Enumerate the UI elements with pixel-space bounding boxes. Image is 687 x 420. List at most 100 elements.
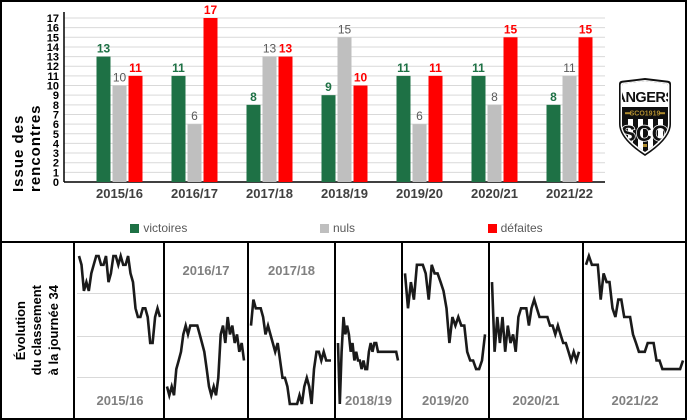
panel-gridline (249, 377, 334, 378)
bar-value-label: 13 (97, 42, 111, 56)
panel-season-label: 2020/21 (512, 393, 560, 408)
legend-item-défaites: défaites (487, 221, 543, 235)
sparkline-svg (165, 316, 246, 401)
y-tick-label: 11 (47, 71, 59, 83)
bar-value-label: 11 (172, 61, 185, 75)
bar-nuls (262, 56, 277, 182)
ranking-strip: Évolution du classement à la journée 34 … (2, 241, 685, 418)
bar-nuls (187, 124, 202, 182)
panel-gridline (584, 377, 685, 378)
bar-défaites (128, 75, 143, 182)
y-tick-label: 17 (47, 13, 59, 25)
logo-angers-text: ANGERS (617, 90, 673, 106)
ranking-line (336, 316, 400, 405)
bar-défaites (503, 37, 518, 183)
bar-value-label: 11 (429, 61, 442, 75)
y-tick-label: 9 (53, 90, 59, 102)
y-tick-label: 10 (47, 81, 59, 93)
bar-chart-legend: victoires nuls défaites (64, 221, 609, 235)
bar-value-label: 10 (354, 71, 368, 85)
panel-gridline (403, 293, 488, 294)
bar-victoires (471, 75, 486, 182)
legend-swatch (130, 223, 140, 233)
y-tick-label: 2 (53, 158, 59, 170)
bar-value-label: 11 (563, 61, 576, 75)
bar-victoires (396, 75, 411, 182)
logo-stripes (628, 119, 663, 152)
bar-victoires (246, 104, 261, 182)
sparkline-panel-2017-18: 2017/18 (249, 243, 336, 418)
bar-nuls (487, 104, 502, 182)
legend-label: nuls (332, 221, 355, 235)
legend-label: défaites (500, 221, 543, 235)
panel-gridline (77, 336, 163, 337)
y-tick-label: 12 (47, 61, 59, 73)
panel-season-label: 2019/20 (422, 393, 469, 408)
bar-victoires (96, 56, 111, 182)
bar-value-label: 9 (325, 80, 332, 94)
panel-gridline (336, 336, 401, 337)
bar-value-label: 6 (191, 109, 198, 123)
bar-value-label: 15 (338, 22, 352, 36)
legend-swatch (319, 223, 329, 233)
y-tick-label: 1 (53, 167, 59, 179)
season-tick-label: 2015/16 (96, 186, 143, 201)
ranking-line (490, 282, 581, 366)
panel-gridline (490, 293, 582, 294)
bar-value-label: 11 (397, 61, 410, 75)
shield-top-band (622, 81, 668, 107)
panel-gridline (249, 293, 334, 294)
sparkline-title-line3: à la journée 34 (45, 285, 61, 376)
logo-dash-left (625, 112, 631, 115)
y-tick-label: 4 (53, 138, 60, 150)
sparkline-svg (584, 251, 685, 371)
sparkline-panel-2021-22: 2021/22 (584, 243, 685, 418)
ranking-line (165, 316, 246, 401)
panel-season-label: 2021/22 (611, 393, 659, 408)
bar-défaites (578, 37, 593, 183)
y-tick-label: 3 (53, 148, 59, 160)
bar-nuls (337, 37, 352, 183)
y-tick-label: 0 (53, 177, 59, 189)
bar-value-label: 8 (550, 90, 557, 104)
season-tick-label: 2021/22 (546, 186, 593, 201)
panel-gridline (77, 377, 163, 378)
bar-défaites (203, 18, 218, 182)
bar-value-label: 13 (279, 42, 293, 56)
legend-item-nuls: nuls (319, 221, 355, 235)
y-tick-label: 8 (53, 100, 59, 112)
y-tick-label: 6 (53, 119, 59, 131)
bar-victoires (321, 95, 336, 182)
y-tick-label: 13 (47, 52, 59, 64)
panel-season-label: 2015/16 (96, 393, 144, 408)
panel-season-label: 2016/17 (182, 263, 230, 278)
bar-victoires (171, 75, 186, 182)
sparkline-title-line2: du classement (29, 285, 45, 376)
panel-gridline (403, 377, 488, 378)
panel-gridline (490, 377, 582, 378)
legend-swatch (487, 223, 497, 233)
sparkline-svg (403, 263, 487, 371)
bar-défaites (428, 75, 443, 182)
season-tick-label: 2016/17 (171, 186, 218, 201)
bar-value-label: 11 (472, 61, 485, 75)
bar-value-label: 10 (113, 71, 127, 85)
y-tick-label: 7 (53, 109, 59, 121)
panel-gridline (403, 336, 488, 337)
bar-défaites (353, 85, 368, 182)
ranking-line (403, 263, 487, 371)
y-tick-label: 14 (47, 42, 60, 54)
angers-sco-logo: ANGERS SCO1919 SCO (617, 78, 673, 156)
y-tick-label: 16 (47, 23, 59, 35)
panel-gridline (165, 377, 247, 378)
season-tick-label: 2019/20 (396, 186, 443, 201)
sparkline-svg (77, 251, 162, 345)
season-tick-label: 2017/18 (246, 186, 293, 201)
panel-gridline (165, 336, 247, 337)
panel-gridline (77, 293, 163, 294)
y-tick-label: 5 (53, 129, 59, 141)
logo-sco1919-text: SCO1919 (630, 111, 661, 118)
ranking-line (77, 251, 162, 345)
sparkline-panel-2020-21: 2020/21 (490, 243, 584, 418)
